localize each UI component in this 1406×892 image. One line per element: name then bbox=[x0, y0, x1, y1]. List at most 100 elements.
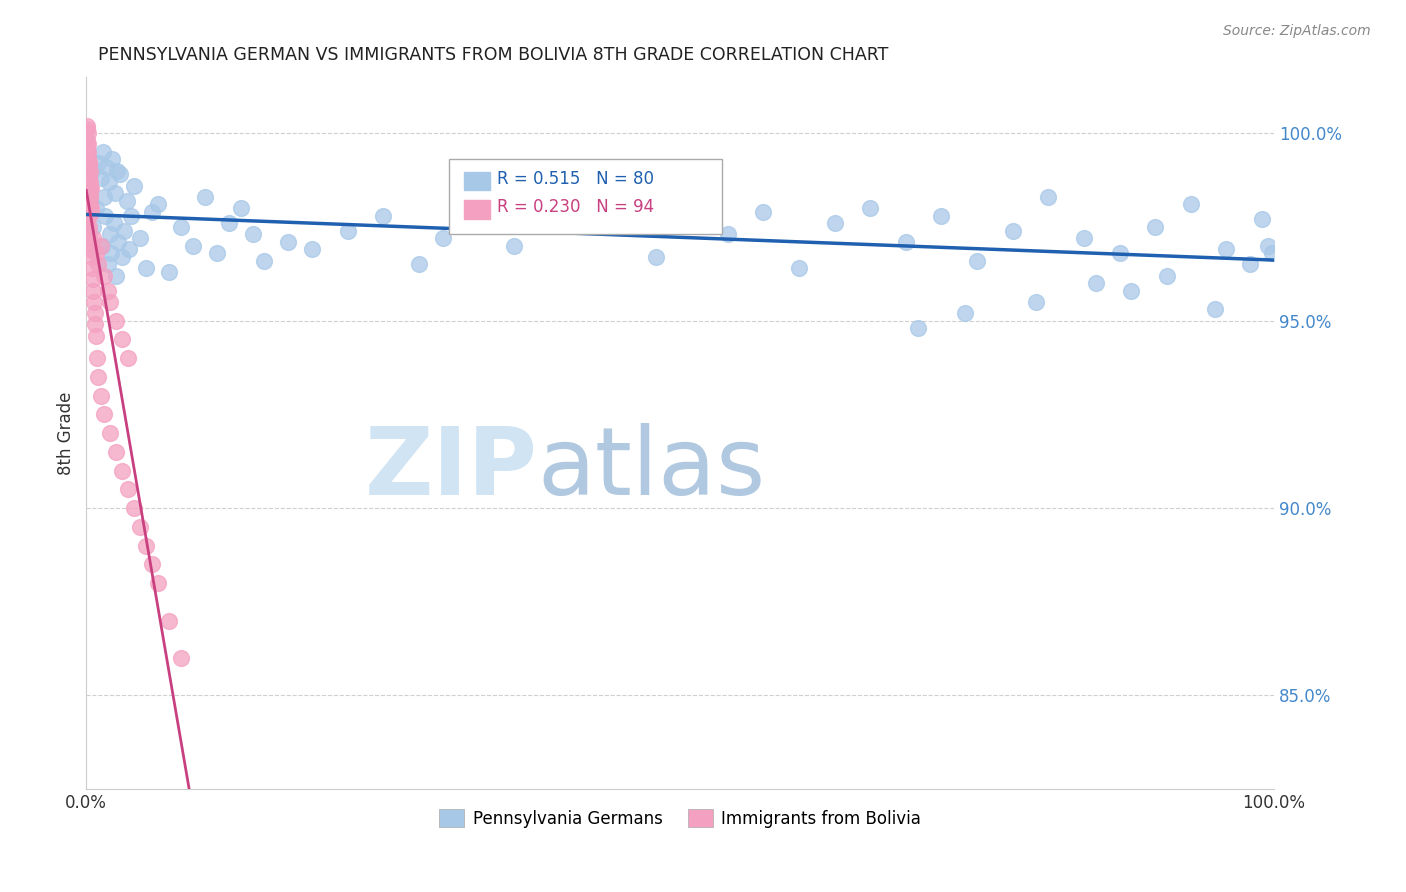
Point bbox=[97, 257, 120, 271]
Point bbox=[432, 231, 454, 245]
Point bbox=[76, 171, 98, 186]
Point bbox=[98, 425, 121, 440]
Point bbox=[76, 197, 98, 211]
Point bbox=[76, 197, 98, 211]
Point bbox=[373, 209, 395, 223]
Y-axis label: 8th Grade: 8th Grade bbox=[58, 392, 75, 475]
Point bbox=[97, 175, 120, 189]
Point bbox=[76, 175, 98, 189]
Point bbox=[135, 261, 157, 276]
Point bbox=[108, 167, 131, 181]
Point bbox=[77, 171, 100, 186]
Point bbox=[79, 182, 101, 196]
Point bbox=[77, 167, 100, 181]
Point bbox=[159, 265, 181, 279]
Point bbox=[76, 209, 98, 223]
Point bbox=[859, 201, 882, 215]
Point bbox=[181, 238, 204, 252]
Point bbox=[82, 272, 104, 286]
Point bbox=[609, 219, 631, 234]
Point bbox=[1204, 302, 1226, 317]
Point bbox=[90, 388, 112, 402]
Point bbox=[104, 268, 127, 283]
Point bbox=[135, 539, 157, 553]
Point bbox=[77, 186, 100, 200]
Text: atlas: atlas bbox=[537, 423, 766, 515]
Point bbox=[80, 250, 103, 264]
Point bbox=[79, 190, 101, 204]
Point bbox=[104, 445, 127, 459]
Point bbox=[824, 216, 846, 230]
Point bbox=[1260, 246, 1282, 260]
Point bbox=[146, 197, 169, 211]
Point bbox=[79, 163, 101, 178]
Point bbox=[122, 501, 145, 516]
Point bbox=[76, 148, 98, 162]
Point bbox=[80, 182, 103, 196]
Point bbox=[118, 243, 141, 257]
Point bbox=[90, 171, 112, 186]
Point bbox=[76, 182, 98, 196]
Point bbox=[90, 238, 112, 252]
Point bbox=[103, 216, 125, 230]
Point bbox=[77, 156, 100, 170]
Point bbox=[87, 257, 110, 271]
Point bbox=[117, 351, 139, 365]
Point bbox=[141, 558, 163, 572]
Point bbox=[83, 306, 105, 320]
Point bbox=[907, 321, 929, 335]
Point bbox=[104, 186, 127, 200]
Point bbox=[1144, 219, 1167, 234]
Point bbox=[77, 178, 100, 193]
Point bbox=[77, 137, 100, 152]
Point bbox=[277, 235, 299, 249]
Text: ZIP: ZIP bbox=[364, 423, 537, 515]
Bar bbox=[464, 200, 491, 219]
Point bbox=[79, 243, 101, 257]
Point bbox=[76, 122, 98, 136]
Point bbox=[76, 171, 98, 186]
Point bbox=[128, 520, 150, 534]
FancyBboxPatch shape bbox=[449, 159, 721, 234]
Point bbox=[77, 145, 100, 159]
Point bbox=[1239, 257, 1261, 271]
Point bbox=[76, 134, 98, 148]
Point bbox=[1073, 231, 1095, 245]
Point bbox=[79, 178, 101, 193]
Point bbox=[77, 156, 100, 170]
Point bbox=[467, 186, 489, 200]
Point bbox=[538, 212, 561, 227]
Point bbox=[408, 257, 430, 271]
Point bbox=[84, 246, 107, 260]
Point bbox=[79, 190, 101, 204]
Point bbox=[82, 231, 104, 245]
Point bbox=[931, 209, 953, 223]
Point bbox=[82, 284, 104, 298]
Point bbox=[86, 351, 108, 365]
Point bbox=[76, 197, 98, 211]
Text: R = 0.515   N = 80: R = 0.515 N = 80 bbox=[498, 169, 654, 187]
Point bbox=[77, 197, 100, 211]
Point bbox=[77, 186, 100, 200]
Point bbox=[77, 182, 100, 196]
Point bbox=[146, 576, 169, 591]
Point bbox=[101, 153, 124, 167]
Point bbox=[94, 209, 117, 223]
Point bbox=[117, 483, 139, 497]
Point bbox=[574, 197, 596, 211]
Bar bbox=[464, 171, 491, 190]
Point bbox=[1257, 238, 1279, 252]
Point bbox=[77, 209, 100, 223]
Point bbox=[645, 250, 668, 264]
Point bbox=[76, 141, 98, 155]
Point bbox=[953, 306, 976, 320]
Point bbox=[77, 219, 100, 234]
Point bbox=[80, 205, 103, 219]
Point bbox=[77, 231, 100, 245]
Point bbox=[76, 209, 98, 223]
Point bbox=[681, 194, 703, 208]
Point bbox=[1108, 246, 1130, 260]
Point bbox=[77, 209, 100, 223]
Point bbox=[77, 182, 100, 196]
Point bbox=[98, 227, 121, 242]
